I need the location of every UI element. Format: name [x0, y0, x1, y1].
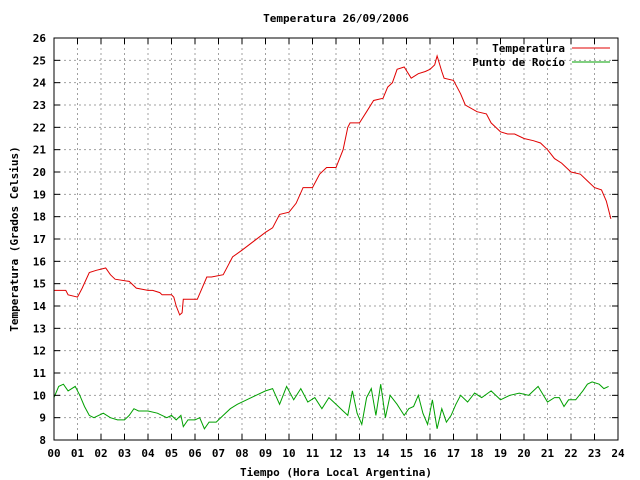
x-tick-label: 24: [611, 447, 625, 460]
ticks: [53, 37, 619, 441]
y-tick-label: 17: [33, 233, 46, 246]
y-tick-label: 8: [39, 434, 46, 447]
x-axis-label: Tiempo (Hora Local Argentina): [240, 466, 432, 479]
x-tick-label: 08: [235, 447, 248, 460]
x-tick-label: 02: [94, 447, 107, 460]
y-tick-label: 22: [33, 121, 46, 134]
x-tick-label: 19: [494, 447, 507, 460]
x-tick-label: 22: [564, 447, 577, 460]
y-tick-label: 12: [33, 345, 46, 358]
x-tick-label: 05: [165, 447, 178, 460]
series-layer: [53, 54, 612, 430]
y-tick-label: 13: [33, 322, 46, 335]
y-tick-label: 20: [33, 166, 46, 179]
x-tick-label: 13: [353, 447, 366, 460]
x-tick-label: 03: [118, 447, 131, 460]
x-tick-label: 18: [470, 447, 483, 460]
x-tick-label: 06: [188, 447, 202, 460]
y-axis-label: Temperatura (Grados Celsius): [8, 146, 21, 331]
y-tick-label: 15: [33, 278, 46, 291]
x-tick-label: 00: [47, 447, 60, 460]
x-tick-label: 15: [400, 447, 413, 460]
x-tick-label: 16: [423, 447, 437, 460]
x-tick-label: 09: [259, 447, 272, 460]
y-tick-label: 21: [33, 144, 47, 157]
x-tick-label: 21: [541, 447, 555, 460]
y-tick-label: 11: [33, 367, 47, 380]
x-tick-label: 20: [517, 447, 530, 460]
x-tick-label: 11: [306, 447, 320, 460]
y-tick-label: 26: [33, 32, 47, 45]
x-tick-label: 01: [71, 447, 85, 460]
y-tick-label: 23: [33, 99, 46, 112]
grid: [54, 38, 618, 440]
x-tick-label: 10: [282, 447, 295, 460]
y-tick-label: 19: [33, 188, 46, 201]
y-tick-label: 16: [33, 255, 47, 268]
y-tick-label: 24: [33, 77, 47, 90]
y-tick-label: 9: [39, 412, 46, 425]
y-tick-label: 10: [33, 389, 46, 402]
series-line-temperatura: [54, 54, 612, 316]
x-tick-label: 07: [212, 447, 225, 460]
x-tick-label: 12: [329, 447, 342, 460]
series-line-punto-de-rocio: [53, 381, 609, 430]
legend-label-punto-de-rocio: Punto de Rocío: [472, 56, 565, 69]
tick-labels: 00 01 02 03 04 05 06 07 08 09 10 11 12 13 14 15 16 17 18 19…: [33, 32, 625, 460]
y-tick-label: 14: [33, 300, 47, 313]
x-tick-label: 04: [141, 447, 155, 460]
y-tick-label: 25: [33, 54, 46, 67]
x-tick-label: 14: [376, 447, 390, 460]
chart-title: Temperatura 26/09/2006: [263, 12, 409, 25]
x-tick-label: 23: [588, 447, 601, 460]
x-tick-label: 17: [447, 447, 460, 460]
legend: Temperatura Punto de Rocío: [472, 42, 610, 69]
legend-label-temperatura: Temperatura: [492, 42, 565, 55]
y-tick-label: 18: [33, 211, 46, 224]
